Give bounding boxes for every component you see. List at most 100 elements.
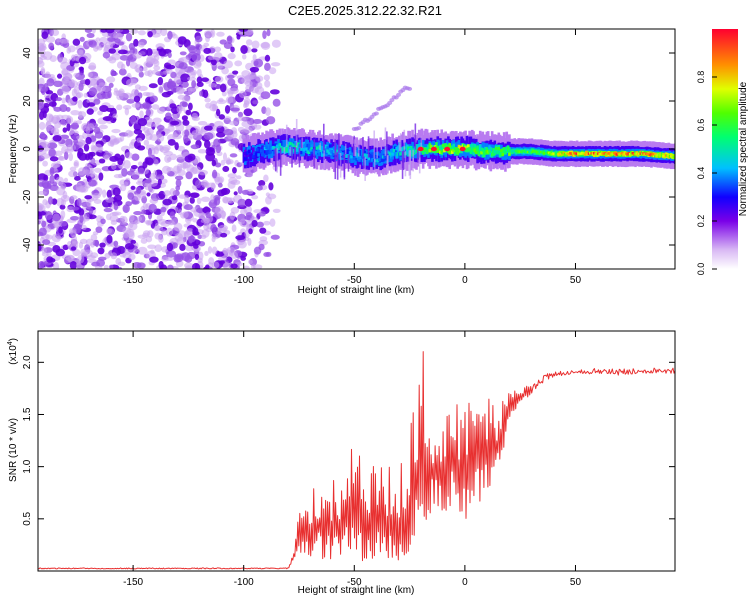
spectrogram-noise-blob [151, 104, 160, 110]
spectrogram-noise-blob [221, 90, 227, 97]
spectrogram-noise-blob [144, 179, 152, 184]
spectrogram-noise-blob [172, 242, 178, 249]
snr-x-tick-label: -100 [234, 577, 254, 588]
spectrogram-noise-blob [243, 108, 253, 117]
spectrogram-ridge-cell [287, 145, 291, 153]
spectrogram-ridge-cell [371, 149, 375, 161]
snr-multiplier-exp: 4 [7, 341, 14, 345]
spectrogram-noise-blob [187, 235, 196, 243]
spectrogram-noise-blob [250, 216, 259, 222]
spectrogram-noise-blob [98, 256, 107, 261]
spectrogram-noise-blob [185, 228, 195, 236]
spectrogram-noise-blob [191, 262, 201, 269]
spectrogram-noise-blob [223, 128, 234, 136]
spectrogram-noise-blob [167, 138, 176, 146]
spectrogram-noise-blob [211, 246, 218, 255]
spectrogram-noise-blob [179, 56, 190, 64]
spectrogram-ridge-spike [386, 131, 388, 156]
spectrogram-ridge-cell [245, 151, 248, 155]
spectrogram-noise-blob [93, 45, 99, 52]
spectrogram-noise-blob [191, 116, 200, 122]
spectrogram-noise-blob [220, 187, 231, 195]
spectrogram-ridge-cell [320, 150, 324, 157]
spectrogram-ridge-cell [513, 150, 517, 153]
spectrogram-ridge-spike [402, 150, 405, 171]
spectrogram-noise-blob [193, 243, 199, 249]
spectrogram-ridge-cell [355, 154, 359, 158]
spectrogram-noise-blob [78, 241, 84, 249]
spectrogram-noise-blob [106, 107, 114, 113]
spectrogram-noise-blob [218, 97, 224, 103]
spectrogram-ridge-cell [502, 147, 506, 151]
spectrogram-noise-blob [52, 213, 61, 223]
spectrogram-noise-blob [76, 134, 85, 140]
spectrogram-noise-blob [226, 197, 236, 204]
spectrogram-noise-blob [73, 86, 80, 95]
spectrogram-noise-blob [130, 164, 138, 170]
spectrogram-ridge-cell [352, 156, 356, 161]
spectrogram-ridge-cell [461, 144, 465, 148]
spectrogram-ridge-cell [575, 152, 579, 156]
spectrogram-noise-blob [66, 47, 72, 54]
spectrogram-ridge-cell [360, 155, 364, 159]
spectrogram-ridge-cell [468, 147, 471, 151]
spectrogram-noise-blob [55, 97, 62, 102]
spectrogram-noise-blob [268, 182, 274, 191]
spectrogram-noise-blob [82, 169, 91, 176]
spectrogram-noise-blob [134, 84, 141, 90]
spectrogram-noise-blob [61, 114, 70, 120]
spectrogram-ridge-spike [295, 119, 298, 148]
spectrogram-ridge-cell [509, 149, 513, 153]
spectrogram-noise-blob [85, 126, 91, 135]
spectrogram-ridge-cell [518, 150, 522, 154]
spectrogram-ridge-cell [309, 148, 312, 156]
spectrogram-ridge-cell [391, 152, 394, 156]
spectrogram-noise-blob [203, 30, 214, 38]
spectrogram-noise-blob [99, 87, 104, 94]
spectrogram-noise-blob [148, 83, 158, 89]
spectrogram-noise-blob [167, 59, 176, 65]
spectrogram-noise-blob [88, 207, 94, 215]
spectrogram-ridge-cell [317, 149, 320, 154]
spectrogram-ridge-cell [396, 152, 400, 156]
spectrogram-noise-blob [183, 134, 189, 144]
spectrogram-ridge-spike [403, 129, 406, 151]
spectrogram-noise-blob [45, 113, 54, 123]
snr-x-tick-label: 50 [570, 577, 582, 588]
spectrogram-noise-blob [103, 207, 113, 213]
spectrogram-noise-blob [186, 76, 197, 81]
spectrogram-noise-blob [93, 98, 101, 105]
spectrogram-ridge-spike [354, 144, 357, 157]
spectrogram-ridge-cell [392, 148, 396, 156]
snr-y-axis-label: SNR (10 * v/v) [8, 418, 19, 482]
spectrogram-ridge-cell [453, 147, 457, 151]
spectrogram-ridge-cell [623, 152, 627, 155]
spectrogram-noise-blob [154, 222, 160, 231]
spectrogram-noise-blob [240, 45, 248, 54]
spectrogram-noise-blob [106, 228, 112, 234]
spectrogram-ridge-cell [525, 150, 528, 154]
spectrogram-noise-blob [251, 195, 259, 200]
spectrogram-noise-blob [112, 113, 118, 119]
spectrogram-ridge-cell [497, 147, 501, 151]
spectrogram-ridge-cell [510, 149, 514, 153]
spectrogram-ridge-spike [418, 149, 421, 174]
spectrogram-noise-blob [116, 93, 124, 101]
colorbar-tick-label: 0.0 [696, 263, 706, 276]
spectrogram-ridge-cell [505, 147, 509, 160]
spectrogram-noise-blob [194, 253, 200, 261]
spectrogram-ridge-cell [447, 144, 450, 149]
spectrogram-image [38, 29, 675, 269]
spectrogram-ridge-cell [474, 149, 478, 153]
spectrogram-noise-blob [113, 137, 123, 143]
spectrogram-noise-blob [40, 141, 50, 149]
spectrogram-noise-blob [49, 166, 55, 176]
spectrogram-ridge-cell [303, 144, 307, 152]
spectrogram-ridge-cell [573, 151, 576, 155]
spectrogram-ridge-cell [490, 144, 494, 156]
spectrogram-noise-blob [187, 153, 196, 161]
spectrogram-noise-blob [222, 165, 230, 173]
spectrogram-noise-blob [178, 62, 188, 70]
spectrogram-noise-blob [66, 64, 75, 72]
